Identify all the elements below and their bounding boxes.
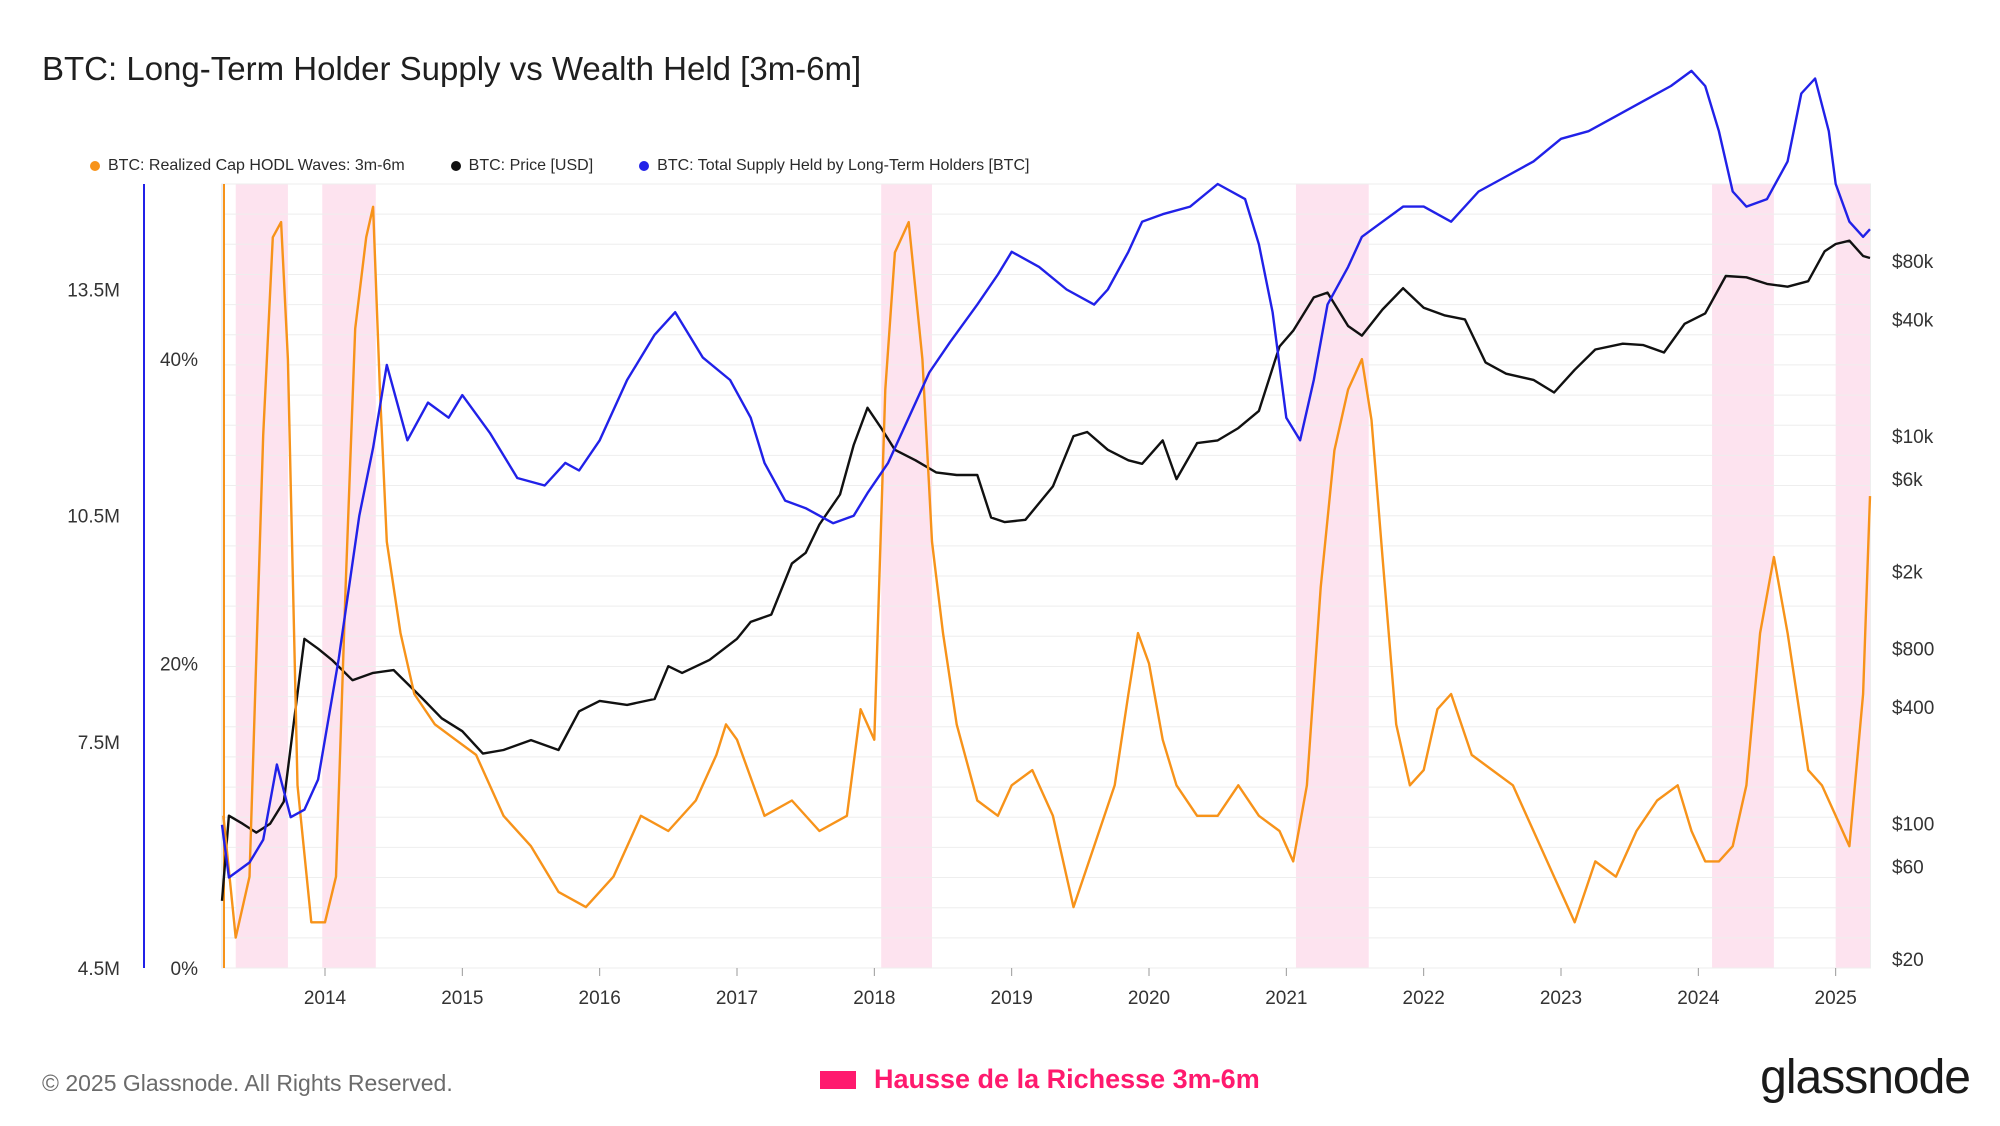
chart-legend: BTC: Realized Cap HODL Waves: 3m-6m BTC:… (90, 157, 1029, 175)
x-tick-label-2014: 2014 (304, 988, 347, 1009)
legend-item-lth[interactable]: BTC: Total Supply Held by Long-Term Hold… (639, 157, 1029, 175)
series-line-price (220, 239, 1871, 901)
highlight-swatch (820, 1070, 856, 1089)
legend-dot-lth (639, 161, 650, 171)
x-tick-label-2022: 2022 (1403, 988, 1445, 1009)
chart-title: BTC: Long-Term Holder Supply vs Wealth H… (42, 50, 862, 87)
x-tick-label-2023: 2023 (1540, 988, 1582, 1009)
pct-axis-label: 20% (160, 655, 198, 676)
x-tick-label-2015: 2015 (441, 988, 483, 1009)
lth-axis-label: 13.5M (67, 281, 120, 302)
price-axis-label: $10k (1892, 427, 1934, 448)
price-axis-label: $100 (1892, 815, 1934, 836)
lth-axis-label: 10.5M (67, 507, 120, 528)
legend-label-price: BTC: Price [USD] (468, 157, 594, 174)
copyright-text: © 2025 Glassnode. All Rights Reserved. (42, 1070, 453, 1096)
legend-item-hodl[interactable]: BTC: Realized Cap HODL Waves: 3m-6m (90, 157, 405, 175)
x-tick-label-2020: 2020 (1128, 988, 1170, 1009)
price-axis-label: $800 (1892, 640, 1934, 661)
highlight-legend: Hausse de la Richesse 3m-6m (820, 1064, 1260, 1095)
legend-item-price[interactable]: BTC: Price [USD] (450, 157, 594, 175)
x-tick-label-2017: 2017 (716, 988, 758, 1009)
x-tick-label-2019: 2019 (991, 988, 1033, 1009)
price-axis-label: $40k (1892, 310, 1934, 331)
highlight-label: Hausse de la Richesse 3m-6m (874, 1064, 1260, 1094)
lth-axis-label: 7.5M (78, 733, 120, 754)
glassnode-logo: glassnode (1760, 1051, 1971, 1104)
price-axis-label: $400 (1892, 698, 1934, 719)
pct-axis-label: 40% (160, 350, 198, 371)
x-tick-label-2024: 2024 (1677, 988, 1720, 1009)
legend-label-hodl: BTC: Realized Cap HODL Waves: 3m-6m (108, 157, 405, 174)
series-line-lth (220, 69, 1871, 879)
price-axis-label: $6k (1892, 470, 1923, 491)
x-tick-label-2018: 2018 (853, 988, 895, 1009)
legend-dot-price (450, 161, 461, 171)
legend-label-lth: BTC: Total Supply Held by Long-Term Hold… (657, 157, 1030, 174)
x-tick-label-2025: 2025 (1815, 988, 1857, 1009)
x-tick-label-2021: 2021 (1265, 988, 1307, 1009)
price-axis-label: $60 (1892, 858, 1924, 879)
legend-dot-hodl (90, 161, 100, 171)
pct-axis-label: 0% (171, 959, 199, 980)
price-axis-label: $20 (1892, 950, 1924, 971)
lth-axis-label: 4.5M (78, 959, 120, 980)
series-line-hodl (222, 205, 1872, 939)
price-axis-label: $2k (1892, 563, 1923, 584)
x-tick-label-2016: 2016 (579, 988, 621, 1009)
price-axis-label: $80k (1892, 252, 1934, 273)
